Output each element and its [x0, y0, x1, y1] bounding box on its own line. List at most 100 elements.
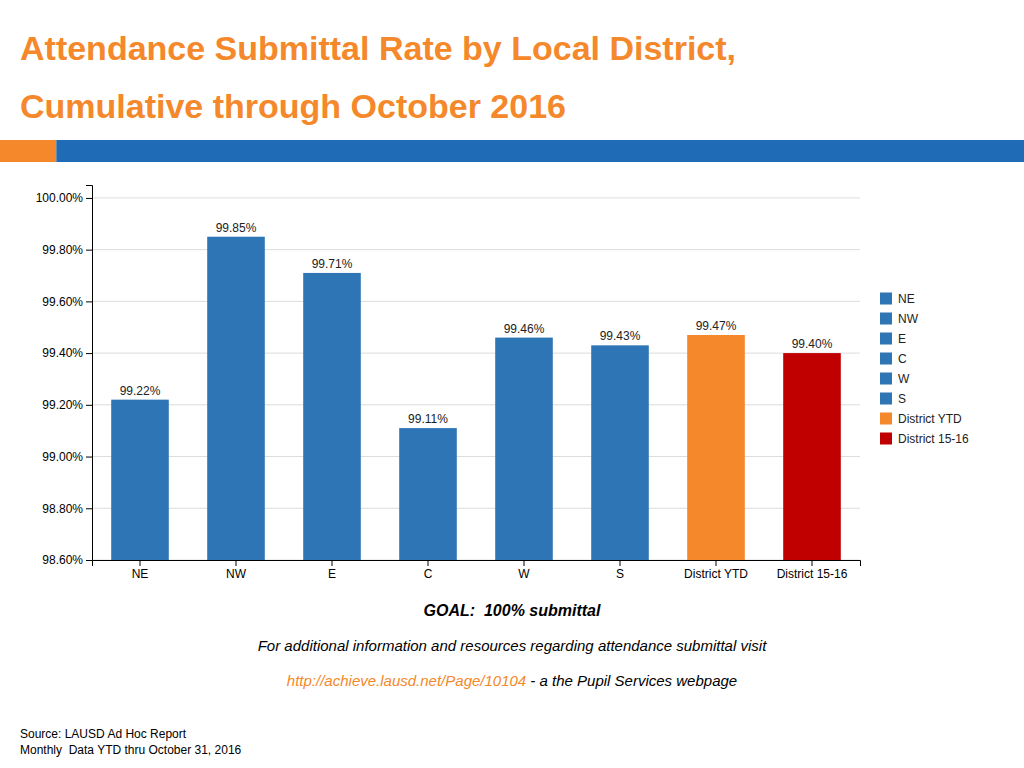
tick-mark: [524, 560, 525, 566]
title: Attendance Submittal Rate by Local Distr…: [20, 29, 736, 67]
legend-label: W: [898, 372, 910, 386]
data-label: 99.11%: [408, 412, 448, 426]
y-tick: 99.20%: [42, 398, 92, 412]
tick-label: 99.60%: [42, 295, 83, 309]
annotations: GOAL: 100% submittalFor additional infor…: [20, 602, 767, 757]
legend-label: NE: [898, 292, 915, 306]
y-tick: 99.80%: [42, 243, 92, 257]
legend-label: District 15-16: [898, 432, 969, 446]
tick-label: District YTD: [684, 567, 748, 581]
axis-line: [86, 186, 93, 561]
tick-mark: [812, 560, 813, 566]
tick-label: District 15-16: [777, 567, 848, 581]
legend-item: NE: [880, 292, 915, 306]
tick-label: NE: [132, 567, 149, 581]
y-tick: 99.60%: [42, 295, 92, 309]
tick-mark: [86, 560, 92, 561]
tick-label: 99.40%: [42, 346, 83, 360]
tick-mark: [86, 353, 92, 354]
data-label: 99.46%: [504, 322, 545, 336]
tick-label: 98.80%: [42, 502, 83, 516]
tick-label: 99.00%: [42, 450, 83, 464]
legend-swatch: [880, 313, 892, 325]
annotation: Source: LAUSD Ad Hoc Report: [20, 727, 187, 741]
tick-mark: [86, 301, 92, 302]
bar: [783, 353, 841, 560]
legend-item: NW: [880, 312, 919, 326]
legend: NE NW ECWS District YTD District 15-16: [880, 292, 969, 446]
y-tick: 99.40%: [42, 346, 92, 360]
data-label: 99.43%: [600, 329, 641, 343]
grid: [92, 198, 860, 560]
tick-mark: [140, 560, 141, 566]
header-bar: [0, 140, 56, 162]
x-tick: NW: [226, 560, 247, 581]
tick-label: W: [518, 567, 530, 581]
legend-label: C: [898, 352, 907, 366]
x-tick: W: [518, 560, 530, 581]
data-label: 99.85%: [216, 221, 257, 235]
x-tick: C: [424, 560, 433, 581]
y-tick: 99.00%: [42, 450, 92, 464]
legend-label: District YTD: [898, 412, 962, 426]
legend-item: E: [880, 332, 906, 346]
tick-label: 99.20%: [42, 398, 83, 412]
legend-item: District 15-16: [880, 432, 969, 446]
tick-label: 98.60%: [42, 553, 83, 567]
legend-item: District YTD: [880, 412, 962, 426]
bar: [111, 400, 169, 560]
tick-mark: [86, 198, 92, 199]
x-tick: District 15-16: [777, 560, 848, 581]
x-tick: E: [328, 560, 336, 581]
y-tick: 98.60%: [42, 553, 92, 567]
y-tick: 98.80%: [42, 502, 92, 516]
bar: [303, 273, 361, 560]
tick-mark: [236, 560, 237, 566]
legend-swatch: [880, 413, 892, 425]
data-label: 99.71%: [312, 257, 353, 271]
subtitle: Cumulative through October 2016: [20, 87, 566, 125]
annotation: For additional information and resources…: [258, 637, 767, 654]
bar: [399, 428, 457, 560]
data-label: 99.47%: [696, 319, 737, 333]
legend-label: NW: [898, 312, 919, 326]
tick-mark: [86, 250, 92, 251]
x-tick: District YTD: [684, 560, 748, 581]
tick-mark: [716, 560, 717, 566]
tick-mark: [332, 560, 333, 566]
tick-label: NW: [226, 567, 247, 581]
bar: [591, 345, 649, 560]
axis-line: [93, 561, 861, 567]
grid-line: [92, 197, 860, 198]
legend-label: S: [898, 392, 906, 406]
legend-swatch: [880, 393, 892, 405]
legend-swatch: [880, 373, 892, 385]
tick-mark: [86, 405, 92, 406]
bar: [207, 237, 265, 560]
tick-label: 99.80%: [42, 243, 83, 257]
annotation: - a the Pupil Services webpage: [526, 672, 737, 689]
x-tick: NE: [132, 560, 149, 581]
bar: [687, 335, 745, 560]
legend-item: S: [880, 392, 906, 406]
legend-item: W: [880, 372, 910, 386]
data-labels: 99.22% 99.85% 99.71% 99.11% 99.46% 99.43% 99.4…: [120, 221, 833, 426]
bars: [111, 237, 841, 560]
url: http://achieve.lausd.net/Page/10104: [287, 672, 526, 689]
tick-label: E: [328, 567, 336, 581]
annotation: Monthly Data YTD thru October 31, 2016: [20, 743, 242, 757]
legend-swatch: [880, 433, 892, 445]
data-label: 99.22%: [120, 384, 161, 398]
tick-mark: [86, 457, 92, 458]
tick-mark: [620, 560, 621, 566]
bar: [495, 338, 553, 560]
legend-item: C: [880, 352, 907, 366]
x-tick: S: [616, 560, 624, 581]
y-tick: 100.00%: [36, 191, 92, 205]
chart: Attendance Submittal Rate by Local Distr…: [0, 0, 1024, 768]
tick-mark: [428, 560, 429, 566]
header-bar: [56, 140, 1024, 162]
tick-label: 100.00%: [36, 191, 84, 205]
annotation-line: http://achieve.lausd.net/Page/10104 - a …: [287, 672, 737, 689]
data-label: 99.40%: [792, 337, 833, 351]
